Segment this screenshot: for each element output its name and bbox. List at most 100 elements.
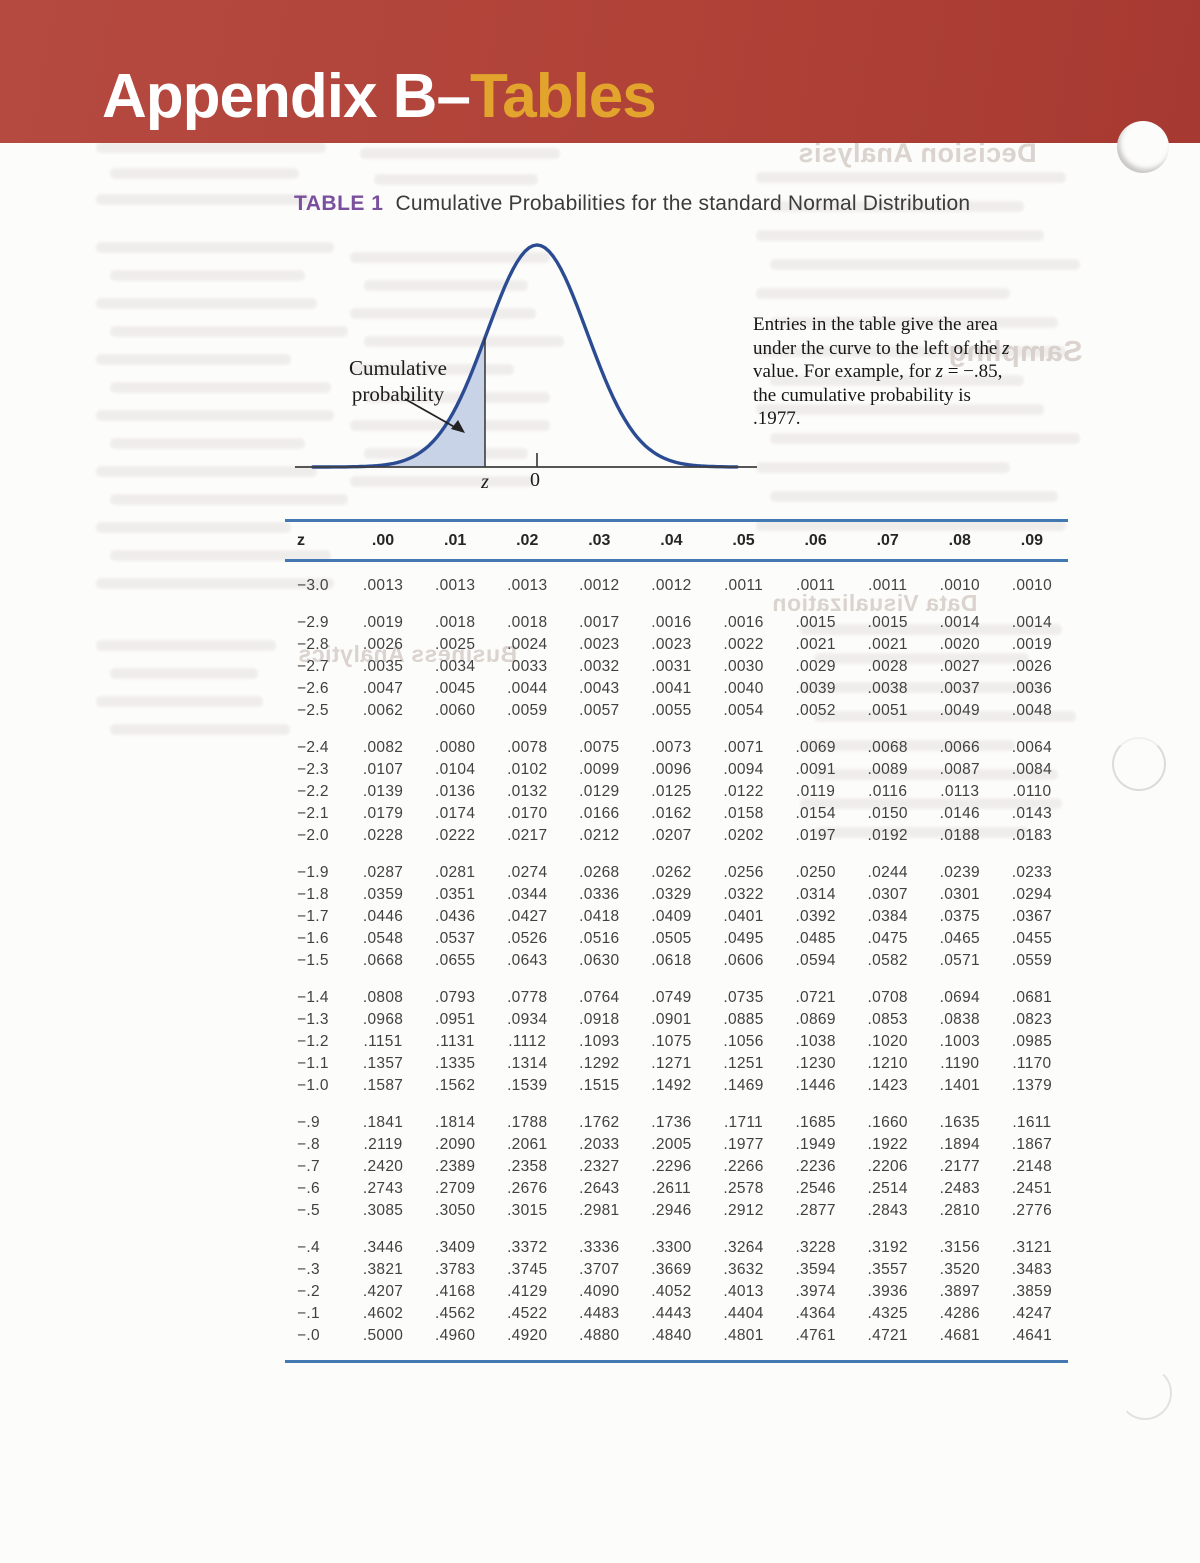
probability-cell: .0307 <box>867 885 908 903</box>
probability-cell: .2514 <box>867 1179 908 1197</box>
bleed-line <box>96 640 276 651</box>
probability-cell: .4562 <box>434 1304 476 1322</box>
table-row-group: −.4 .3446 .3409 .3372 .3336 .3300 .3264 .3228 .3… <box>285 1237 1068 1347</box>
table-row-group: −1.9 .0287 .0281 .0274 .0268 .0262 .0256 .0250.… <box>285 862 1068 972</box>
probability-cell: .0918 <box>579 1010 620 1028</box>
probability-cell: .0116 <box>868 782 908 800</box>
table-row: −1.3 .0968 .0951 .0934 .0918 .0901 .0885 .0869.… <box>285 1009 1068 1031</box>
probability-cell: .0222 <box>434 826 476 844</box>
probability-cell: .3936 <box>867 1282 908 1300</box>
z-value: −.2 <box>297 1282 320 1300</box>
probability-cell: .0022 <box>723 635 764 653</box>
probability-cell: .2843 <box>867 1201 908 1219</box>
probability-cell: .2266 <box>723 1157 764 1175</box>
probability-cell: .3974 <box>795 1282 836 1300</box>
bleed-line <box>800 682 1044 693</box>
probability-cell: .0113 <box>940 782 980 800</box>
probability-cell: .4960 <box>434 1326 476 1344</box>
probability-cell: .0322 <box>723 885 764 903</box>
bleed-line <box>770 375 1024 386</box>
probability-cell: .0016 <box>723 613 764 631</box>
probability-cell: .3446 <box>362 1238 404 1256</box>
table-row-group: −2.9 .0019 .0018 .0018 .0017 .0016 .0016 .0015.… <box>285 612 1068 722</box>
probability-cell: .4325 <box>867 1304 908 1322</box>
probability-cell: .1075 <box>651 1032 692 1050</box>
table-entries-note: Entries in the table give the area under… <box>753 313 1021 431</box>
probability-cell: .0099 <box>579 760 620 778</box>
probability-cell: .0170 <box>507 804 548 822</box>
bleed-line <box>756 288 1010 299</box>
bleed-line <box>96 194 310 205</box>
probability-cell: .1711 <box>723 1113 764 1131</box>
probability-cell: .0015 <box>867 613 908 631</box>
z-value: −.5 <box>297 1201 320 1219</box>
probability-cell: .0091 <box>795 760 836 778</box>
probability-cell: .0107 <box>362 760 404 778</box>
probability-cell: .0455 <box>1011 929 1053 947</box>
probability-cell: .2981 <box>579 1201 620 1219</box>
bleed-line <box>770 433 1080 444</box>
table-bottom-rule <box>285 1359 1068 1363</box>
probability-cell: .0239 <box>939 863 980 881</box>
probability-cell: .2776 <box>1011 1201 1053 1219</box>
probability-cell: .1423 <box>867 1076 908 1094</box>
probability-cell: .0708 <box>867 988 908 1006</box>
probability-cell: .1056 <box>723 1032 764 1050</box>
z-value: −2.0 <box>297 826 329 844</box>
probability-cell: .3050 <box>434 1201 476 1219</box>
probability-cell: .0019 <box>362 613 404 631</box>
probability-cell: .1038 <box>795 1032 836 1050</box>
bleed-line <box>770 259 1080 270</box>
hole-punch <box>1118 1366 1172 1420</box>
probability-cell: .0735 <box>723 988 764 1006</box>
z-value: −2.4 <box>297 738 329 756</box>
z-value: −1.2 <box>297 1032 329 1050</box>
probability-cell: .4761 <box>795 1326 836 1344</box>
probability-cell: .1210 <box>867 1054 908 1072</box>
probability-cell: .0359 <box>362 885 404 903</box>
probability-cell: .0082 <box>362 738 404 756</box>
annotation-arrow-head <box>451 420 465 433</box>
note-text: value. For example, for <box>753 361 936 382</box>
probability-cell: .0287 <box>362 863 404 881</box>
probability-cell: .2005 <box>651 1135 692 1153</box>
probability-cell: .0102 <box>507 760 548 778</box>
probability-cell: .3745 <box>507 1260 548 1278</box>
probability-cell: .3707 <box>579 1260 620 1278</box>
probability-cell: .0059 <box>507 701 548 719</box>
table-header-row: z .00 .01 .02 .03 .04 .05 .06 .07 .08 .09 <box>285 522 1068 559</box>
probability-cell: .0057 <box>579 701 620 719</box>
probability-cell: .0495 <box>723 929 764 947</box>
probability-cell: .3300 <box>651 1238 692 1256</box>
standard-normal-table: z .00 .01 .02 .03 .04 .05 .06 .07 .08 .09 −3.0 .001… <box>285 519 1068 1363</box>
probability-cell: .0188 <box>939 826 980 844</box>
probability-cell: .0024 <box>507 635 548 653</box>
probability-cell: .0078 <box>507 738 548 756</box>
table-row: −.1 .4602 .4562 .4522 .4483 .4443 .4404 .4364 .4… <box>285 1303 1068 1325</box>
probability-cell: .0139 <box>362 782 404 800</box>
table-row: −1.8 .0359 .0351 .0344 .0336 .0329 .0322 .0314.… <box>285 884 1068 906</box>
bleed-line <box>756 520 1066 531</box>
probability-cell: .1660 <box>867 1113 908 1131</box>
z-value: −.1 <box>297 1304 320 1322</box>
bleed-line <box>756 346 1066 357</box>
probability-cell: .4721 <box>867 1326 908 1344</box>
probability-cell: .0154 <box>795 804 836 822</box>
probability-cell: .2090 <box>434 1135 476 1153</box>
probability-cell: .0446 <box>362 907 404 925</box>
probability-cell: .0548 <box>362 929 404 947</box>
probability-cell: .1539 <box>507 1076 548 1094</box>
bleed-line <box>364 336 564 347</box>
column-header: .01 <box>444 531 467 549</box>
probability-cell: .0012 <box>651 576 692 594</box>
z-value: −3.0 <box>297 576 329 594</box>
hole-punch <box>1117 121 1169 173</box>
probability-cell: .0197 <box>795 826 836 844</box>
bleed-line <box>96 142 326 153</box>
probability-cell: .0064 <box>1011 738 1053 756</box>
probability-cell: .0618 <box>651 951 692 969</box>
zero-axis-label: 0 <box>530 469 540 491</box>
z-value: −2.1 <box>297 804 329 822</box>
table-row: −.4 .3446 .3409 .3372 .3336 .3300 .3264 .3228 .3… <box>285 1237 1068 1259</box>
probability-cell: .0418 <box>579 907 620 925</box>
